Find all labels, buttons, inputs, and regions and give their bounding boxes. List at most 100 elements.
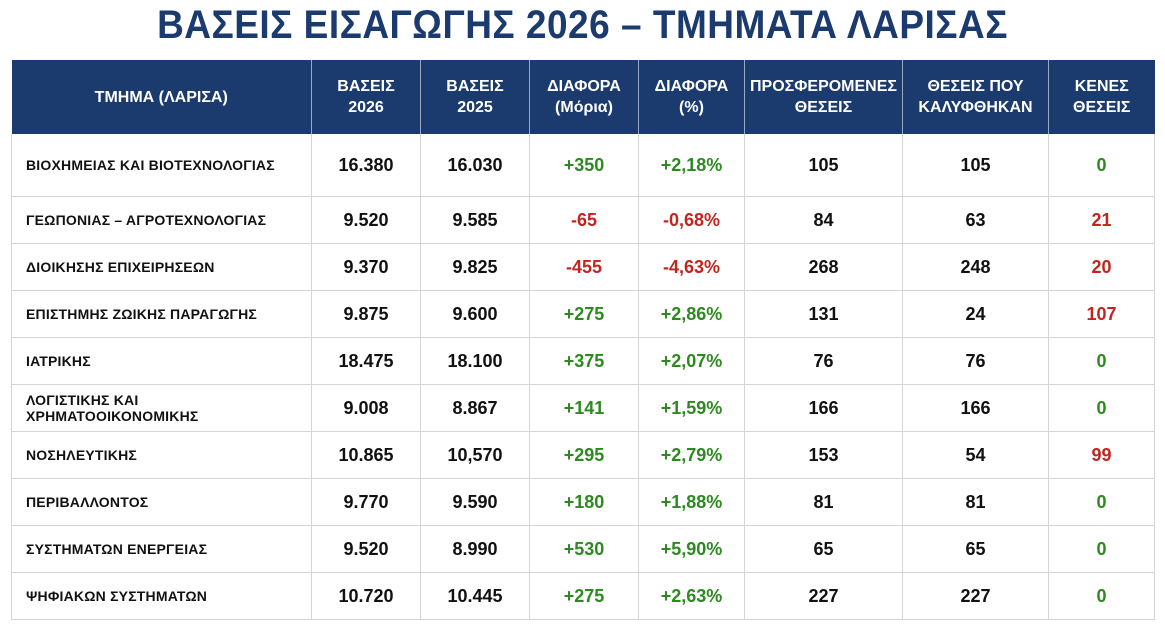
- table-row: ΣΥΣΤΗΜΑΤΩΝ ΕΝΕΡΓΕΙΑΣ 9.520 8.990 +530 +5,90%…: [11, 525, 1155, 573]
- header-base-2026: ΒΑΣΕΙΣ 2026: [311, 60, 421, 134]
- table-row: ΕΠΙΣΤΗΜΗΣ ΖΩΙΚΗΣ ΠΑΡΑΓΩΓΗΣ 9.875 9.600 +275…: [11, 290, 1155, 338]
- cell-empty-seats: 0: [1048, 134, 1155, 197]
- cell-base-2025: 18.100: [420, 337, 530, 385]
- cell-filled-seats: 63: [902, 196, 1049, 244]
- table-row: ΛΟΓΙΣΤΙΚΗΣ ΚΑΙ ΧΡΗΜΑΤΟΟΙΚΟΝΟΜΙΚΗΣ 9.008 8.…: [11, 384, 1155, 432]
- cell-filled-seats: 105: [902, 134, 1049, 197]
- cell-department: ΛΟΓΙΣΤΙΚΗΣ ΚΑΙ ΧΡΗΜΑΤΟΟΙΚΟΝΟΜΙΚΗΣ: [11, 384, 312, 432]
- header-line: ΘΕΣΕΙΣ: [794, 99, 853, 116]
- cell-filled-seats: 227: [902, 572, 1049, 620]
- cell-diff-points: +275: [529, 290, 639, 338]
- cell-base-2026: 9.370: [311, 243, 421, 291]
- header-department: ΤΜΗΜΑ (ΛΑΡΙΣΑ): [11, 60, 312, 134]
- cell-diff-percent: +5,90%: [638, 525, 745, 573]
- header-line: ΚΕΝΕΣ: [1074, 78, 1129, 95]
- header-base-2025: ΒΑΣΕΙΣ 2025: [420, 60, 530, 134]
- cell-base-2025: 8.990: [420, 525, 530, 573]
- header-line: ΒΑΣΕΙΣ: [337, 78, 395, 95]
- cell-base-2026: 9.520: [311, 196, 421, 244]
- cell-department: ΠΕΡΙΒΑΛΛΟΝΤΟΣ: [11, 478, 312, 526]
- cell-base-2026: 10.720: [311, 572, 421, 620]
- cell-offered-seats: 153: [744, 431, 903, 479]
- cell-diff-points: +350: [529, 134, 639, 197]
- table-row: ΔΙΟΙΚΗΣΗΣ ΕΠΙΧΕΙΡΗΣΕΩΝ 9.370 9.825 -455 -4,6…: [11, 243, 1155, 291]
- page-title: ΒΑΣΕΙΣ ΕΙΣΑΓΩΓΗΣ 2026 – ΤΜΗΜΑΤΑ ΛΑΡΙΣΑΣ: [157, 2, 1008, 47]
- header-line: (%): [679, 99, 704, 116]
- cell-base-2026: 10.865: [311, 431, 421, 479]
- cell-diff-points: +530: [529, 525, 639, 573]
- cell-diff-percent: -0,68%: [638, 196, 745, 244]
- cell-diff-percent: -4,63%: [638, 243, 745, 291]
- cell-department: ΒΙΟΧΗΜΕΙΑΣ ΚΑΙ ΒΙΟΤΕΧΝΟΛΟΓΙΑΣ: [11, 134, 312, 197]
- cell-diff-percent: +2,86%: [638, 290, 745, 338]
- cell-diff-points: +295: [529, 431, 639, 479]
- cell-empty-seats: 0: [1048, 478, 1155, 526]
- cell-diff-percent: +2,79%: [638, 431, 745, 479]
- header-line: ΚΑΛΥΦΘΗΚΑΝ: [918, 99, 1033, 116]
- cell-filled-seats: 248: [902, 243, 1049, 291]
- cell-department: ΝΟΣΗΛΕΥΤΙΚΗΣ: [11, 431, 312, 479]
- cell-diff-points: -455: [529, 243, 639, 291]
- cell-diff-points: +180: [529, 478, 639, 526]
- cell-department: ΓΕΩΠΟΝΙΑΣ – ΑΓΡΟΤΕΧΝΟΛΟΓΙΑΣ: [11, 196, 312, 244]
- header-line: ΔΙΑΦΟΡΑ: [547, 78, 621, 95]
- cell-base-2025: 8.867: [420, 384, 530, 432]
- cell-base-2026: 9.008: [311, 384, 421, 432]
- cell-base-2026: 9.875: [311, 290, 421, 338]
- cell-diff-percent: +1,59%: [638, 384, 745, 432]
- cell-empty-seats: 0: [1048, 384, 1155, 432]
- header-line: 2025: [457, 99, 493, 116]
- table-row: ΓΕΩΠΟΝΙΑΣ – ΑΓΡΟΤΕΧΝΟΛΟΓΙΑΣ 9.520 9.585 -65…: [11, 196, 1155, 244]
- cell-diff-percent: +2,18%: [638, 134, 745, 197]
- cell-diff-points: -65: [529, 196, 639, 244]
- cell-offered-seats: 84: [744, 196, 903, 244]
- cell-diff-percent: +2,07%: [638, 337, 745, 385]
- cell-department: ΙΑΤΡΙΚΗΣ: [11, 337, 312, 385]
- header-line: ΠΡΟΣΦΕΡΟΜΕΝΕΣ: [749, 78, 898, 95]
- header-line: ΒΑΣΕΙΣ: [446, 78, 504, 95]
- header-empty-seats: ΚΕΝΕΣ ΘΕΣΕΙΣ: [1048, 60, 1155, 134]
- cell-base-2025: 9.825: [420, 243, 530, 291]
- cell-base-2025: 9.590: [420, 478, 530, 526]
- table-body: ΒΙΟΧΗΜΕΙΑΣ ΚΑΙ ΒΙΟΤΕΧΝΟΛΟΓΙΑΣ 16.380 16.03…: [11, 134, 1155, 620]
- cell-diff-points: +375: [529, 337, 639, 385]
- cell-empty-seats: 0: [1048, 337, 1155, 385]
- table-row: ΒΙΟΧΗΜΕΙΑΣ ΚΑΙ ΒΙΟΤΕΧΝΟΛΟΓΙΑΣ 16.380 16.03…: [11, 134, 1155, 197]
- table-header: ΤΜΗΜΑ (ΛΑΡΙΣΑ) ΒΑΣΕΙΣ 2026 ΒΑΣΕΙΣ 2025 ΔΙΑ…: [11, 60, 1155, 134]
- cell-department: ΣΥΣΤΗΜΑΤΩΝ ΕΝΕΡΓΕΙΑΣ: [11, 525, 312, 573]
- cell-department: ΕΠΙΣΤΗΜΗΣ ΖΩΙΚΗΣ ΠΑΡΑΓΩΓΗΣ: [11, 290, 312, 338]
- cell-base-2026: 9.520: [311, 525, 421, 573]
- cell-diff-points: +141: [529, 384, 639, 432]
- cell-filled-seats: 76: [902, 337, 1049, 385]
- cell-filled-seats: 54: [902, 431, 1049, 479]
- cell-department: ΨΗΦΙΑΚΩΝ ΣΥΣΤΗΜΑΤΩΝ: [11, 572, 312, 620]
- header-line: ΤΜΗΜΑ (ΛΑΡΙΣΑ): [94, 88, 228, 106]
- header-line: ΘΕΣΕΙΣ: [1073, 99, 1131, 116]
- cell-diff-points: +275: [529, 572, 639, 620]
- header-offered-seats: ΠΡΟΣΦΕΡΟΜΕΝΕΣ ΘΕΣΕΙΣ: [744, 60, 903, 134]
- header-row: ΤΜΗΜΑ (ΛΑΡΙΣΑ) ΒΑΣΕΙΣ 2026 ΒΑΣΕΙΣ 2025 ΔΙΑ…: [11, 60, 1155, 134]
- header-filled-seats: ΘΕΣΕΙΣ ΠΟΥ ΚΑΛΥΦΘΗΚΑΝ: [902, 60, 1049, 134]
- cell-base-2026: 9.770: [311, 478, 421, 526]
- cell-empty-seats: 20: [1048, 243, 1155, 291]
- cell-base-2026: 16.380: [311, 134, 421, 197]
- cell-offered-seats: 166: [744, 384, 903, 432]
- header-diff-points: ΔΙΑΦΟΡΑ (Μόρια): [529, 60, 639, 134]
- cell-department: ΔΙΟΙΚΗΣΗΣ ΕΠΙΧΕΙΡΗΣΕΩΝ: [11, 243, 312, 291]
- cell-offered-seats: 131: [744, 290, 903, 338]
- cell-base-2025: 9.600: [420, 290, 530, 338]
- table-row: ΙΑΤΡΙΚΗΣ 18.475 18.100 +375 +2,07% 76 76 0: [11, 337, 1155, 385]
- table-row: ΨΗΦΙΑΚΩΝ ΣΥΣΤΗΜΑΤΩΝ 10.720 10.445 +275 +2,63…: [11, 572, 1155, 620]
- cell-offered-seats: 105: [744, 134, 903, 197]
- header-line: (Μόρια): [555, 99, 613, 116]
- cell-base-2025: 16.030: [420, 134, 530, 197]
- cell-filled-seats: 166: [902, 384, 1049, 432]
- header-line: ΘΕΣΕΙΣ ΠΟΥ: [927, 78, 1024, 95]
- cell-offered-seats: 227: [744, 572, 903, 620]
- cell-empty-seats: 21: [1048, 196, 1155, 244]
- cell-base-2025: 10,570: [420, 431, 530, 479]
- cell-base-2025: 9.585: [420, 196, 530, 244]
- cell-offered-seats: 65: [744, 525, 903, 573]
- cell-empty-seats: 0: [1048, 525, 1155, 573]
- cell-offered-seats: 81: [744, 478, 903, 526]
